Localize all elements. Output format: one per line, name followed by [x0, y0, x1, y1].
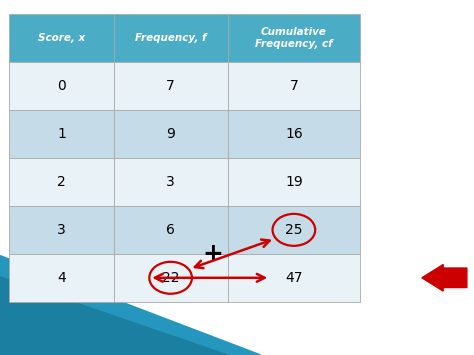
Bar [9, 254, 114, 302]
Text: 16: 16 [285, 127, 303, 141]
Text: 19: 19 [285, 175, 303, 189]
Text: Score, x: Score, x [38, 33, 85, 43]
Bar [9, 14, 114, 62]
Bar [114, 254, 228, 302]
Bar [228, 62, 360, 110]
Text: 1: 1 [57, 127, 66, 141]
Bar [9, 158, 114, 206]
Bar [114, 62, 228, 110]
Text: 2: 2 [57, 175, 66, 189]
FancyArrow shape [422, 264, 467, 291]
Text: 6: 6 [166, 223, 175, 237]
Text: +: + [203, 242, 224, 266]
Bar [114, 110, 228, 158]
Bar [114, 14, 228, 62]
Text: 9: 9 [166, 127, 175, 141]
Text: 4: 4 [57, 271, 66, 285]
Polygon shape [0, 277, 228, 355]
Bar [114, 158, 228, 206]
Text: 7: 7 [290, 79, 298, 93]
Bar [9, 62, 114, 110]
Bar [228, 158, 360, 206]
Text: Cumulative
Frequency, cf: Cumulative Frequency, cf [255, 27, 333, 49]
Text: 3: 3 [166, 175, 175, 189]
Text: 47: 47 [285, 271, 302, 285]
Text: 22: 22 [162, 271, 179, 285]
Text: 0: 0 [57, 79, 66, 93]
Text: 25: 25 [285, 223, 302, 237]
Bar [228, 14, 360, 62]
Bar [9, 110, 114, 158]
Bar [228, 206, 360, 254]
Text: 7: 7 [166, 79, 175, 93]
Bar [228, 254, 360, 302]
Bar [9, 206, 114, 254]
Bar [114, 206, 228, 254]
Bar [228, 110, 360, 158]
Text: Frequency, f: Frequency, f [135, 33, 206, 43]
Text: 3: 3 [57, 223, 66, 237]
Polygon shape [0, 256, 261, 355]
